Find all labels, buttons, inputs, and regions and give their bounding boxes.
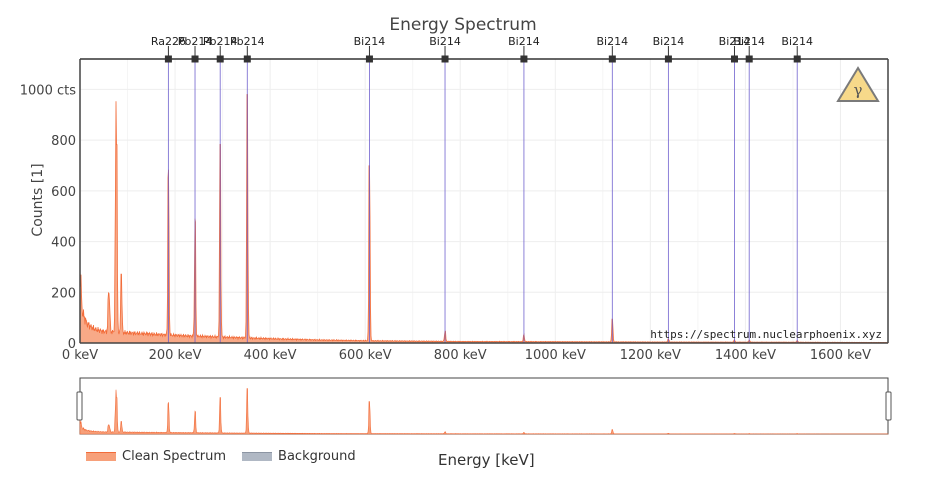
x-tick-label: 1000 keV [525,348,586,363]
plot-area [80,59,888,343]
annotation-marker [664,55,672,63]
x-axis-title: Energy [keV] [438,451,535,469]
chart-title: Energy Spectrum [389,15,536,35]
legend-item-clean-spectrum[interactable]: Clean Spectrum [86,449,226,464]
annotation-marker [608,55,616,63]
annotation-marker [745,55,753,63]
x-tick-label: 1400 keV [715,348,776,363]
annotation-label: Pb214 [203,35,238,48]
annotation-marker [216,55,224,63]
annotation-label: Bi214 [653,35,685,48]
axes [79,59,889,344]
annotation-label: Bi214 [733,35,765,48]
x-tick-label: 800 keV [434,348,487,363]
x-tick-label: 1600 keV [810,348,871,363]
annotation-label: Pb214 [178,35,213,48]
annotation-label: Pb214 [230,35,265,48]
annotation-marker [441,55,449,63]
annotation-marker [243,55,251,63]
main-grid: 0 keV 200 keV 400 keV 600 keV 800 keV 1000 ke… [20,59,888,363]
annotation-marker [365,55,373,63]
annotation-label: Bi214 [354,35,386,48]
x-tick-label: 400 keV [244,348,297,363]
legend-label-background: Background [278,449,356,464]
annotation-marker [191,55,199,63]
series-layer [79,94,889,344]
annotation-label: Bi214 [719,35,751,48]
annotation-marker [520,55,528,63]
annotation-label: Bi214 [508,35,540,48]
legend: Clean Spectrum Background [86,449,356,464]
annotation-label: Bi214 [429,35,461,48]
gamma-symbol: γ [854,81,863,99]
x-tick-label: 200 keV [149,348,202,363]
x-tick-label: 0 keV [62,348,98,363]
watermark-text: https://spectrum.nuclearphoenix.xyz [650,328,882,341]
y-tick-label: 0 [68,337,76,352]
range-slider-left-handle [76,391,83,421]
y-axis-title: Counts [1] [30,163,46,236]
legend-swatch-clean [86,452,116,461]
range-slider-series [79,388,889,435]
y-tick-label: 600 [51,185,76,200]
y-tick-label: 1000 cts [20,83,76,98]
annotation-label: Bi214 [597,35,629,48]
y-tick-label: 800 [51,134,76,149]
annotation-label: Ra226 [151,35,186,48]
y-tick-label: 400 [51,236,76,251]
y-tick-label: 200 [51,286,76,301]
legend-label-clean: Clean Spectrum [122,449,227,464]
gamma-badge-icon: γ [836,66,880,102]
annotation-marker [164,55,172,63]
range-slider-right-handle [885,391,892,421]
range-slider[interactable] [76,377,892,435]
series-clean-spectrum [79,94,889,344]
annotation-marker [793,55,801,63]
x-tick-label: 1200 keV [620,348,681,363]
legend-item-background[interactable]: Background [242,449,356,464]
annotation-label: Bi214 [781,35,813,48]
x-tick-label: 600 keV [339,348,392,363]
annotation-marker [730,55,738,63]
range-slider-bg [79,377,889,435]
legend-swatch-background [242,452,273,461]
